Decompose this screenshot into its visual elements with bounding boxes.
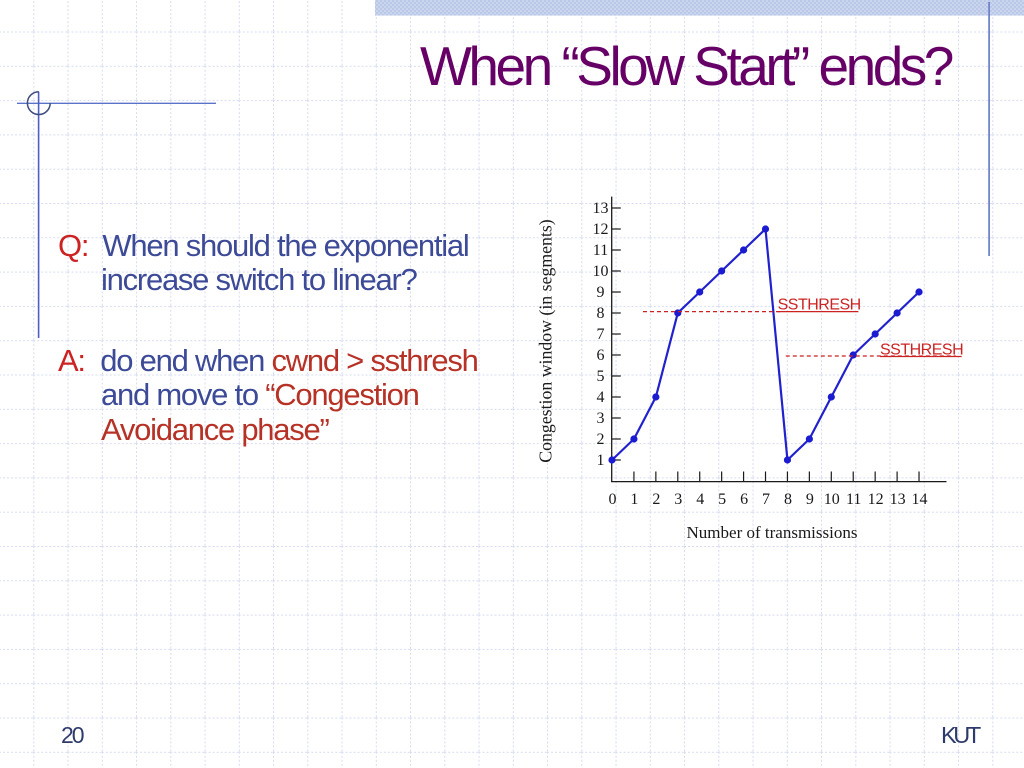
svg-text:7: 7 bbox=[762, 491, 770, 508]
svg-text:11: 11 bbox=[593, 242, 608, 259]
svg-text:8: 8 bbox=[597, 305, 605, 322]
svg-text:9: 9 bbox=[806, 491, 814, 508]
svg-text:6: 6 bbox=[740, 491, 748, 508]
svg-text:1: 1 bbox=[630, 491, 638, 508]
svg-text:5: 5 bbox=[718, 491, 726, 508]
svg-text:3: 3 bbox=[674, 491, 682, 508]
svg-text:2: 2 bbox=[652, 491, 660, 508]
svg-text:12: 12 bbox=[593, 221, 609, 238]
svg-text:12: 12 bbox=[868, 491, 884, 508]
svg-text:4: 4 bbox=[696, 491, 704, 508]
svg-text:10: 10 bbox=[593, 263, 609, 280]
svg-text:2: 2 bbox=[597, 431, 605, 448]
svg-text:11: 11 bbox=[846, 491, 861, 508]
svg-text:13: 13 bbox=[593, 200, 609, 217]
svg-text:5: 5 bbox=[597, 368, 605, 385]
svg-text:14: 14 bbox=[912, 491, 928, 508]
svg-text:4: 4 bbox=[597, 389, 605, 406]
svg-text:6: 6 bbox=[597, 347, 605, 364]
svg-text:3: 3 bbox=[597, 410, 605, 427]
svg-text:8: 8 bbox=[784, 491, 792, 508]
svg-text:9: 9 bbox=[597, 284, 605, 301]
svg-text:1: 1 bbox=[597, 452, 605, 469]
svg-text:7: 7 bbox=[597, 326, 605, 343]
svg-text:Congestion window (in segments: Congestion window (in segments) bbox=[535, 219, 556, 463]
svg-text:SSTHRESH: SSTHRESH bbox=[880, 342, 963, 359]
svg-text:0: 0 bbox=[609, 491, 617, 508]
svg-text:13: 13 bbox=[890, 491, 906, 508]
svg-text:10: 10 bbox=[824, 491, 840, 508]
svg-text:Number of transmissions: Number of transmissions bbox=[687, 523, 858, 542]
svg-text:SSTHRESH: SSTHRESH bbox=[778, 296, 861, 313]
